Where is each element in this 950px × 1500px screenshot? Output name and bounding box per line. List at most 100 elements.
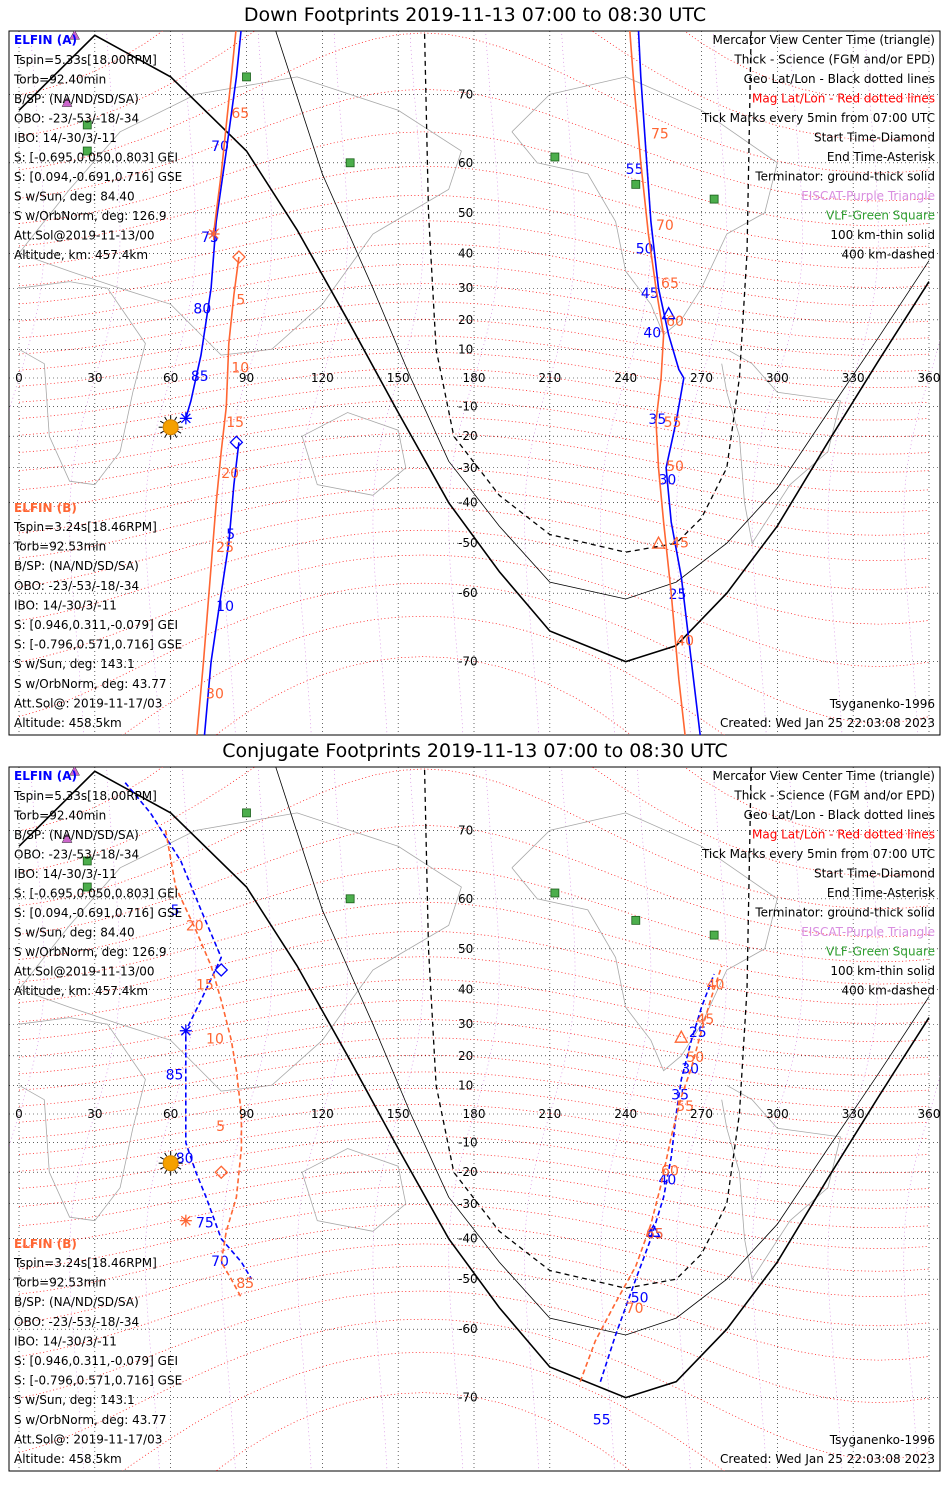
y-tick-label: 50 (458, 206, 473, 220)
vlf-station-marker (550, 888, 560, 898)
y-tick-label: 30 (458, 1017, 473, 1031)
legend-entry: Thick - Science (FGM and/or EPD) (733, 789, 935, 803)
y-tick-label: -20 (458, 429, 478, 443)
elfin-a-info-line: OBO: -23/-53/-18/-34 (14, 848, 139, 862)
elfin-a-tick-label: 10 (216, 599, 234, 615)
legend-entry: Geo Lat/Lon - Black dotted lines (744, 72, 935, 86)
mag-lat-gridline (18, 1019, 930, 1076)
y-tick-label: 40 (458, 246, 473, 260)
elfin-b-info-line: Att.Sol@: 2019-11-17/03 (14, 1432, 162, 1446)
y-tick-label: 60 (458, 156, 473, 170)
elfin-b-info-line: IBO: 14/-30/3/-11 (14, 598, 117, 612)
mag-lat-gridline (18, 1204, 930, 1272)
x-tick-label: 90 (239, 371, 254, 385)
mag-lat-gridline (18, 487, 930, 562)
y-tick-label: -30 (458, 461, 478, 475)
elfin-b-tick-label: 15 (196, 977, 214, 993)
elfin-a-tick-label: 25 (689, 1025, 707, 1041)
elfin-b-tick-label: 55 (676, 1099, 694, 1115)
elfin-a-tick-label: 30 (659, 473, 677, 489)
elfin-a-info-line: S w/OrbNorm, deg: 126.9 (14, 945, 166, 959)
panel-title-down: Down Footprints 2019-11-13 07:00 to 08:3… (243, 4, 707, 26)
elfin-a-info-line: Tspin=5.33s[18.00RPM] (13, 53, 157, 67)
mag-lat-gridline (18, 582, 930, 724)
mag-lat-gridline (18, 432, 930, 493)
elfin-b-track (196, 256, 240, 735)
terminator-100km (275, 767, 930, 1336)
elfin-b-tick-label: 5 (216, 1119, 225, 1135)
y-tick-label: 30 (458, 281, 473, 295)
vlf-station-marker (345, 158, 355, 168)
elfin-a-info-line: S w/Sun, deg: 84.40 (14, 926, 135, 940)
elfin-a-info-line: Altitude, km: 457.4km (14, 984, 148, 998)
conjugate-footprints-map: 5858075705550454035302520151058570656055… (8, 766, 941, 1472)
model-label: Tsyganenko-1996 (829, 697, 935, 711)
mag-lat-gridline (18, 901, 930, 985)
elfin-a-info-line: Torb=92.40min (13, 809, 106, 823)
elfin-b-track (164, 830, 243, 1299)
elfin-b-tick-label: 40 (707, 977, 725, 993)
map-layer: 5858075705550454035302520151058570656055… (9, 767, 941, 1471)
elfin-a-track (637, 31, 701, 735)
legend-block: Mercator View Center Time (triangle) Thic… (701, 769, 935, 998)
sun-icon (158, 415, 183, 440)
y-tick-label: 50 (458, 942, 473, 956)
elfin-b-info-line: S w/OrbNorm, deg: 43.77 (14, 677, 166, 691)
elfin-a-track (203, 442, 240, 735)
elfin-a-start-diamond (214, 963, 229, 977)
legend-entry: Tick Marks every 5min from 07:00 UTC (701, 111, 935, 125)
x-tick-label: 210 (538, 371, 561, 385)
elfin-a-info-line: S: [-0.695,0.050,0.803] GEI (14, 887, 178, 901)
vlf-station-marker (345, 894, 355, 904)
x-tick-label: 90 (239, 1107, 254, 1121)
elfin-b-tick-label: 50 (666, 459, 684, 475)
vlf-station-marker (82, 120, 92, 130)
y-tick-label: 70 (458, 87, 473, 101)
elfin-b-tick-label: 65 (646, 1227, 664, 1243)
mag-lat-gridline (18, 399, 930, 455)
mag-lat-gridline (18, 301, 930, 357)
elfin-b-info-block: ELFIN (B) Tspin=3.24s[18.46RPM] Torb=92.53… (13, 1237, 182, 1466)
mag-lat-gridline (18, 767, 930, 877)
x-tick-label: 270 (690, 1107, 713, 1121)
vlf-station-marker (550, 152, 560, 162)
mag-lat-gridline (18, 31, 930, 141)
mag-lat-gridline (18, 1223, 930, 1298)
elfin-b-info-line: IBO: 14/-30/3/-11 (14, 1334, 117, 1348)
elfin-a-info-line: IBO: 14/-30/3/-11 (14, 867, 117, 881)
vlf-station-marker (242, 808, 251, 818)
vlf-station-marker (709, 194, 719, 204)
elfin-a-info-line: Torb=92.40min (13, 73, 106, 87)
elfin-b-header: ELFIN (B) (14, 501, 77, 515)
elfin-a-tick-label: 55 (593, 1413, 611, 1429)
elfin-a-info-line: Att.Sol@2019-11-13/00 (14, 965, 155, 979)
elfin-b-track (629, 31, 686, 735)
elfin-b-tick-label: 5 (236, 292, 245, 308)
coastline (301, 412, 407, 496)
elfin-a-tick-label: 70 (211, 139, 229, 155)
mag-lat-gridline (18, 335, 930, 389)
elfin-a-end-asterisk (179, 1024, 192, 1037)
y-tick-label: 60 (458, 892, 473, 906)
mag-lat-gridline (18, 867, 930, 963)
y-tick-label: 10 (458, 1078, 473, 1092)
elfin-b-tick-label: 10 (206, 1031, 224, 1047)
x-tick-label: 330 (842, 371, 865, 385)
elfin-b-track (212, 31, 237, 235)
legend-entry: 100 km-thin solid (830, 964, 935, 978)
x-tick-label: 300 (766, 1107, 789, 1121)
mag-lat-gridline (18, 1054, 930, 1109)
mag-lat-gridline (18, 1071, 930, 1125)
mag-lat-gridline (18, 1135, 930, 1191)
y-tick-label: 70 (458, 823, 473, 837)
elfin-a-tick-label: 35 (671, 1088, 689, 1104)
elfin-b-tick-label: 65 (231, 106, 249, 122)
elfin-b-info-line: S: [-0.796,0.571,0.716] GSE (14, 1374, 182, 1388)
elfin-a-info-block: ELFIN (A) Tspin=5.33s[18.00RPM] Torb=92.40… (13, 769, 182, 998)
legend-block: Mercator View Center Time (triangle) Thic… (701, 33, 935, 262)
terminator-400km (423, 31, 752, 553)
elfin-a-tick-label: 80 (193, 302, 211, 318)
coastline (18, 76, 462, 356)
legend-entry: Mercator View Center Time (triangle) (713, 33, 935, 47)
x-tick-label: 360 (918, 1107, 941, 1121)
